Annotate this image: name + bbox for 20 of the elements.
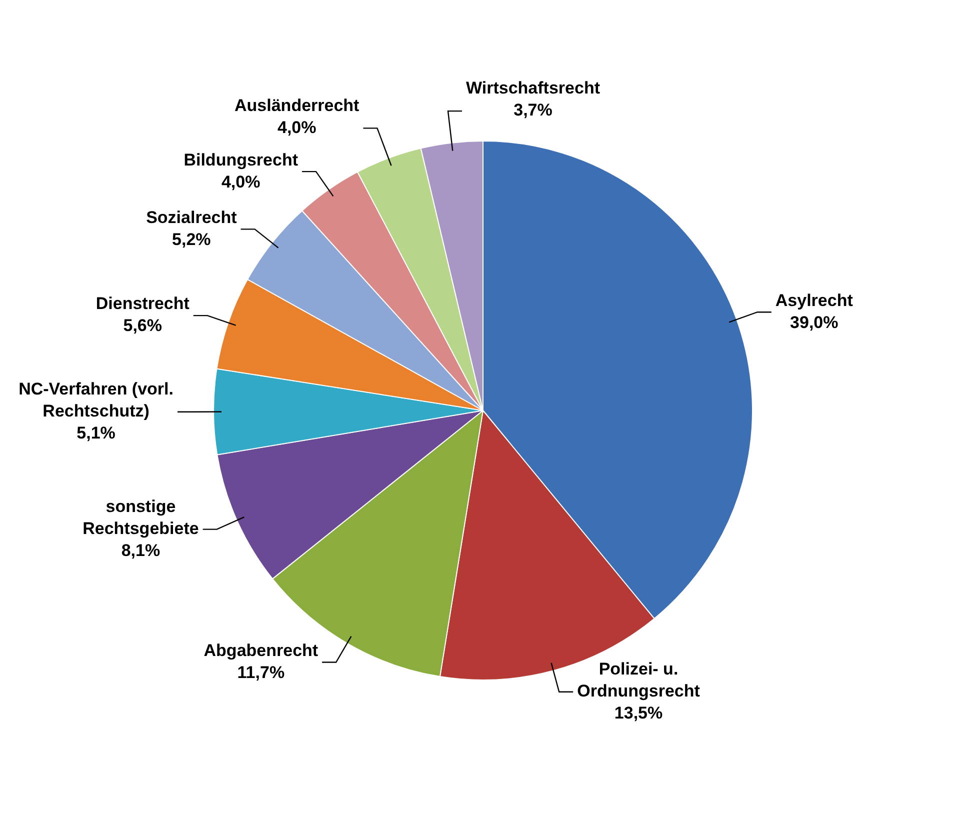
data-label: 8,1% [121,541,160,560]
slice-label: Ausländerrecht [234,96,360,115]
data-label: 4,0% [221,172,260,192]
data-label: 13,5% [614,704,663,723]
slice-label: Polizei- u. Ordnungsrecht [577,660,700,701]
slice-label: Bildungsrecht [184,150,298,170]
slice-label: Abgabenrecht [204,640,318,660]
slice-label: Dienstrecht [96,294,190,314]
slice-label: NC-Verfahren (vorl. Rechtschutz) [18,380,174,421]
data-label: 5,1% [76,424,116,443]
data-label: 5,2% [172,230,211,249]
slice-label: Wirtschaftsrecht [466,78,600,98]
data-label: 4,0% [277,118,316,137]
slice-label: Sozialrecht [146,208,238,227]
slice-label: sonstige Rechtsgebiete [82,497,199,538]
data-label: 39,0% [790,312,838,332]
data-label: 3,7% [514,100,552,120]
data-label: 5,6% [123,316,162,336]
slice-label: Asylrecht [775,290,854,310]
data-label: 11,7% [237,662,285,682]
